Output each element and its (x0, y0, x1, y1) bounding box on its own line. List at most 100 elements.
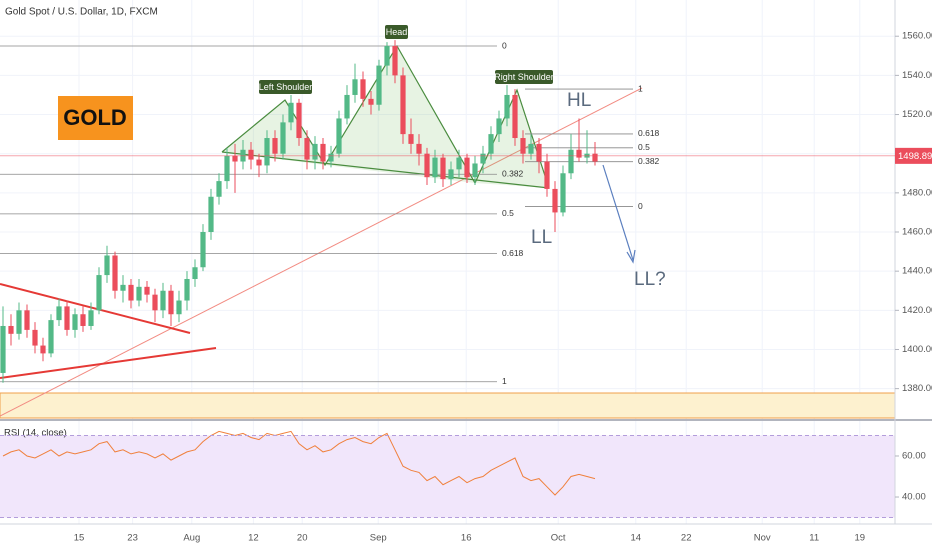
candle-body (480, 153, 486, 164)
candle-body (200, 232, 206, 268)
fib-label: 0.382 (502, 169, 524, 179)
candle-body (464, 157, 470, 178)
x-tick-label: 22 (681, 533, 692, 544)
candle-body (344, 94, 350, 119)
candle-body (560, 173, 566, 213)
last-price-label: 1498.89 (898, 151, 932, 162)
triangle-lower (0, 347, 217, 379)
candle-body (120, 284, 126, 291)
candle-body (24, 310, 30, 330)
y-tick-label: 1560.00 (902, 31, 932, 42)
x-tick-label: 23 (127, 533, 138, 544)
candle-body (360, 79, 366, 99)
y-tick-label: 1480.00 (902, 187, 932, 198)
candle-body (304, 138, 310, 160)
left-shoulder: Left Shoulder (259, 82, 313, 92)
candle-body (96, 275, 102, 311)
hl-label: HL (567, 90, 591, 111)
candle-body (264, 138, 270, 166)
candle-body (456, 157, 462, 170)
candle-body (504, 94, 510, 119)
candle-body (208, 196, 214, 233)
fib-label: 0.5 (502, 208, 514, 218)
y-tick-label: 1520.00 (902, 109, 932, 120)
y-tick-label: 1440.00 (902, 266, 932, 277)
candle-body (424, 153, 430, 178)
x-tick-label: 16 (461, 533, 472, 544)
fib-label: 0 (502, 40, 507, 50)
x-tick-label: 19 (855, 533, 866, 544)
candle-body (152, 294, 158, 311)
candle-body (400, 75, 406, 135)
candle-body (280, 122, 286, 154)
arrow (602, 164, 634, 261)
candle-body (80, 314, 86, 326)
badge (58, 96, 133, 140)
label-box (385, 25, 408, 39)
x-tick-label: 11 (809, 533, 819, 544)
candle-body (592, 153, 598, 162)
candle-body (248, 149, 254, 160)
candle-body (88, 310, 94, 326)
y-tick-label: 1380.00 (902, 383, 932, 394)
trend-line (0, 87, 643, 417)
right-shoulder: Right Shoulder (494, 72, 554, 82)
candle-body (512, 94, 518, 139)
ll-next-label: LL? (634, 269, 666, 290)
candle-body (336, 118, 342, 154)
head: Head (386, 27, 408, 37)
x-tick-label: 14 (631, 533, 642, 544)
fib-label: 1 (502, 376, 507, 386)
candle-body (64, 306, 70, 330)
x-tick-label: Sep (370, 533, 387, 544)
candle-body (568, 149, 574, 174)
rsi-title: RSI (14, close) (4, 428, 67, 439)
rsi-tick-label: 40.00 (902, 492, 926, 503)
label-box (495, 70, 553, 84)
candle-body (176, 300, 182, 315)
fib-label: 1 (638, 83, 643, 93)
support-zone (0, 392, 896, 419)
fib-label: 0.618 (638, 128, 660, 138)
fib-label: 0.618 (502, 248, 524, 258)
candle-body (368, 98, 374, 105)
candle-body (472, 163, 478, 178)
rsi-tick-label: 60.00 (902, 450, 926, 461)
candle-body (536, 143, 542, 162)
candle-body (136, 286, 142, 301)
candle-body (128, 284, 134, 301)
candle-body (216, 181, 222, 197)
y-tick-label: 1460.00 (902, 227, 932, 238)
label-box (259, 80, 312, 94)
candle-body (544, 161, 550, 189)
x-tick-label: Aug (183, 533, 200, 544)
candle-body (320, 143, 326, 162)
x-tick-label: 12 (248, 533, 259, 544)
y-tick-label: 1540.00 (902, 70, 932, 81)
candle-body (376, 65, 382, 105)
neckline (221, 151, 550, 189)
candle-body (384, 46, 390, 66)
candle-body (496, 118, 502, 135)
x-tick-label: Oct (551, 533, 566, 544)
pattern-fill (222, 46, 549, 188)
candle-body (416, 143, 422, 154)
fib-label: 0.5 (638, 142, 650, 152)
candle-body (448, 169, 454, 180)
fib-label: 0.382 (638, 156, 660, 166)
rsi (2, 430, 596, 496)
rsi-line (2, 430, 596, 496)
fib-label: 0 (638, 201, 643, 211)
candle-body (224, 155, 230, 182)
candle-body (576, 149, 582, 158)
y-tick-label: 1400.00 (902, 344, 932, 355)
last-price-tag (895, 147, 932, 164)
candle-body (232, 155, 238, 162)
candle-body (432, 157, 438, 178)
candle-body (168, 290, 174, 315)
candle-body (488, 134, 494, 154)
candle-body (528, 143, 534, 154)
x-tick-label: Nov (754, 533, 771, 544)
candle-body (520, 138, 526, 154)
